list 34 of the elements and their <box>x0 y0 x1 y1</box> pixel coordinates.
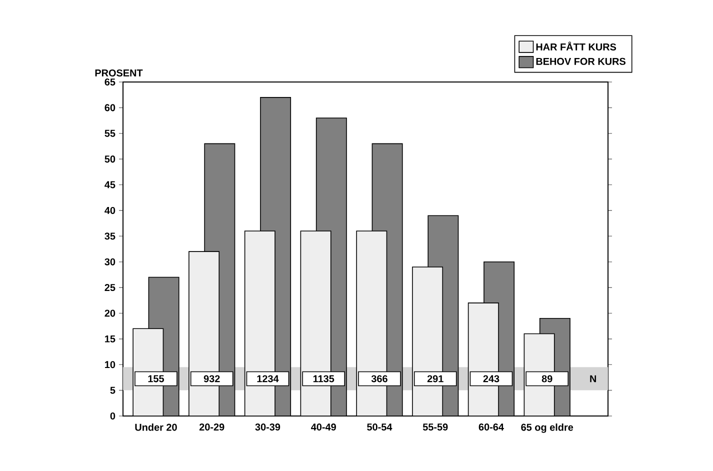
x-tick-label: 55-59 <box>422 424 448 431</box>
x-tick-label: 65 og eldre <box>521 424 574 433</box>
y-tick-label: 55 <box>104 130 116 137</box>
x-tick-label: 50-54 <box>367 424 392 431</box>
annotation: 1234 <box>257 375 279 382</box>
annotation: 291 <box>427 375 444 382</box>
x-tick-label: 60-64 <box>478 424 504 431</box>
legend-label: HAR FÅTT KURS <box>536 42 616 50</box>
y-tick-label: 60 <box>104 104 116 112</box>
annotation: 1135 <box>313 375 334 382</box>
y-tick-label: 5 <box>110 386 116 394</box>
x-tick-label: 40-49 <box>311 424 336 431</box>
annotation: 243 <box>483 375 500 382</box>
y-tick-label: 10 <box>105 361 116 368</box>
x-tick-label: 20-29 <box>199 424 224 431</box>
y-tick-label: 20 <box>104 310 116 317</box>
y-tick-label: 25 <box>104 284 116 292</box>
y-tick-label: 30 <box>104 258 116 266</box>
y-tick-label: 65 <box>104 78 116 86</box>
y-tick-label: 40 <box>104 206 116 214</box>
annotation: 155 <box>148 375 164 382</box>
annotation: 366 <box>371 375 388 382</box>
y-tick-label: 15 <box>105 335 116 342</box>
y-tick-label: 35 <box>104 232 116 240</box>
y-tick-label: 0 <box>110 412 116 420</box>
annotation: 932 <box>204 375 220 382</box>
y-tick-label: 50 <box>104 156 116 163</box>
band-label: N <box>590 375 596 382</box>
x-tick-label: 30-39 <box>255 424 280 431</box>
y-tick-label: 45 <box>104 181 116 188</box>
y-axis-title: PROSENT <box>95 69 143 76</box>
x-tick-label: Under 20 <box>135 424 177 431</box>
annotation: 89 <box>542 375 552 382</box>
legend-label: BEHOV FOR KURS <box>536 58 626 65</box>
